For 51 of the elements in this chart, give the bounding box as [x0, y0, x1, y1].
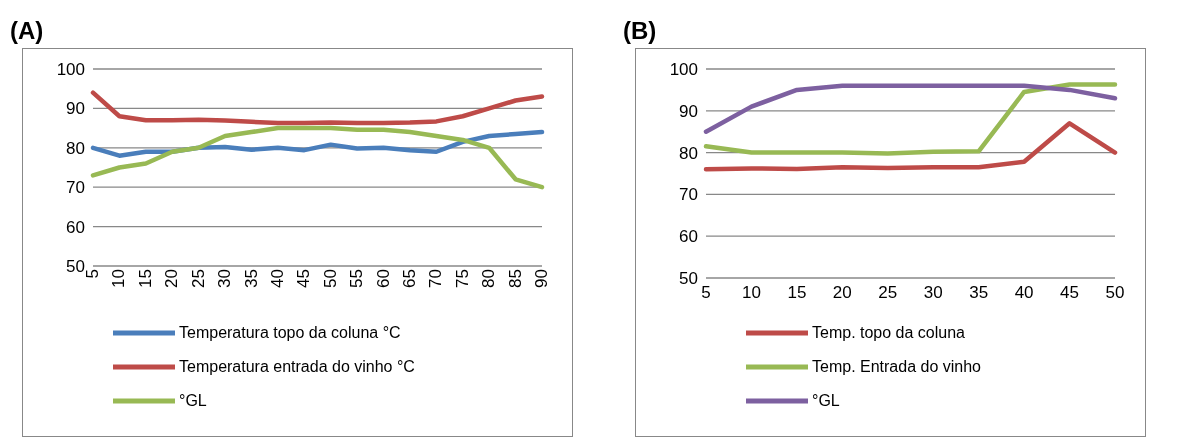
line-series — [703, 83, 1118, 134]
x-tick-label: 80 — [479, 269, 499, 288]
y-tick-label: 80 — [679, 143, 698, 163]
x-tick-label: 50 — [1105, 283, 1125, 303]
legend-label: °GL — [179, 392, 207, 410]
line-series — [703, 121, 1118, 172]
x-tick-label: 5 — [701, 283, 711, 303]
legend-label: Temperatura entrada do vinho °C — [179, 358, 415, 376]
x-tick-label: 20 — [162, 269, 182, 288]
x-tick-label: 30 — [215, 269, 235, 288]
chart-title: (A) — [9, 16, 45, 46]
line-series — [90, 125, 545, 190]
y-tick-label: 70 — [679, 185, 698, 205]
x-tick-label: 10 — [109, 269, 129, 288]
legend-label: Temp. topo da coluna — [812, 324, 965, 342]
x-tick-label: 50 — [320, 269, 340, 288]
line-series — [703, 82, 1118, 156]
x-tick-label: 40 — [1014, 283, 1034, 303]
y-tick-label: 100 — [56, 60, 85, 80]
x-tick-label: 15 — [135, 269, 155, 288]
x-tick-label: 40 — [267, 269, 287, 288]
x-tick-label: 45 — [1060, 283, 1080, 303]
y-tick-label: 100 — [669, 60, 698, 80]
x-tick-label: 15 — [787, 283, 807, 303]
x-tick-label: 75 — [452, 269, 472, 288]
legend-label: Temperatura topo da coluna °C — [179, 324, 401, 342]
x-tick-label: 5 — [83, 269, 103, 279]
x-tick-label: 35 — [241, 269, 261, 288]
y-tick-label: 80 — [66, 138, 85, 158]
y-tick-label: 90 — [66, 99, 85, 119]
legend-label: Temp. Entrada do vinho — [812, 358, 981, 376]
legend-label: °GL — [812, 392, 840, 410]
x-tick-label: 25 — [188, 269, 208, 288]
x-tick-label: 65 — [400, 269, 420, 288]
x-tick-label: 85 — [505, 269, 525, 288]
x-tick-label: 30 — [923, 283, 943, 303]
line-series — [90, 90, 545, 126]
x-tick-label: 20 — [832, 283, 852, 303]
x-tick-label: 55 — [347, 269, 367, 288]
x-tick-label: 90 — [532, 269, 552, 288]
x-tick-label: 25 — [878, 283, 898, 303]
y-tick-label: 90 — [679, 101, 698, 121]
x-tick-label: 35 — [969, 283, 989, 303]
y-tick-label: 70 — [66, 178, 85, 198]
x-tick-label: 10 — [741, 283, 761, 303]
x-tick-label: 60 — [373, 269, 393, 288]
chart-title: (B) — [622, 16, 658, 46]
x-tick-label: 70 — [426, 269, 446, 288]
y-tick-label: 60 — [679, 227, 698, 247]
y-tick-label: 60 — [66, 217, 85, 237]
x-tick-label: 45 — [294, 269, 314, 288]
